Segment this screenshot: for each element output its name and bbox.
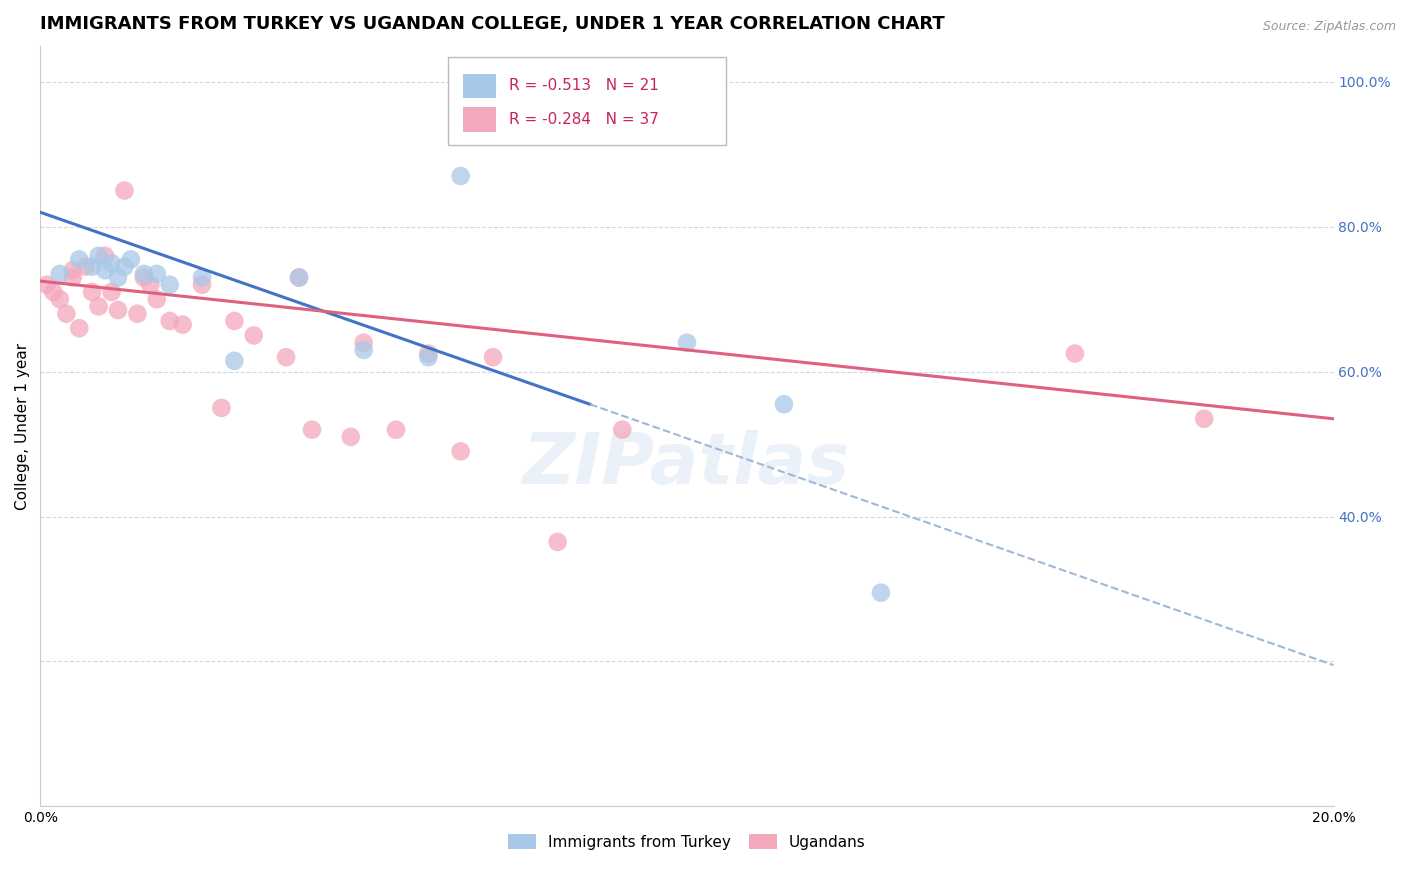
Point [301, 423, 323, 437]
Point [146, 267, 169, 281]
Point [172, 318, 194, 332]
Point [82, 260, 104, 274]
Point [547, 535, 569, 549]
Y-axis label: College, Under 1 year: College, Under 1 year [15, 343, 30, 509]
Point [35, 277, 58, 292]
Point [450, 444, 472, 458]
Point [132, 270, 155, 285]
Point [159, 314, 181, 328]
Bar [447, 57, 725, 145]
Point [82, 285, 104, 299]
Point [385, 423, 408, 437]
Point [676, 335, 699, 350]
Point [773, 397, 796, 411]
Point [612, 423, 634, 437]
Point [67, 321, 90, 335]
Point [146, 292, 169, 306]
Point [49, 267, 72, 281]
Point [274, 350, 297, 364]
Text: IMMIGRANTS FROM TURKEY VS UGANDAN COLLEGE, UNDER 1 YEAR CORRELATION CHART: IMMIGRANTS FROM TURKEY VS UGANDAN COLLEG… [41, 15, 945, 33]
Point [87, 300, 110, 314]
Point [100, 256, 122, 270]
Point [191, 277, 214, 292]
Point [242, 328, 264, 343]
Point [49, 292, 72, 306]
Point [159, 277, 181, 292]
Point [55, 307, 77, 321]
Legend: Immigrants from Turkey, Ugandans: Immigrants from Turkey, Ugandans [502, 828, 872, 855]
Point [67, 252, 90, 267]
Point [94, 249, 117, 263]
Point [339, 430, 361, 444]
Point [288, 270, 311, 285]
Point [418, 346, 440, 360]
Point [120, 252, 142, 267]
Point [1192, 411, 1215, 425]
Bar [463, 74, 495, 98]
Point [353, 335, 375, 350]
Point [450, 169, 472, 183]
Point [224, 353, 246, 368]
Text: R = -0.284   N = 37: R = -0.284 N = 37 [509, 112, 658, 127]
Point [62, 263, 84, 277]
Point [107, 303, 129, 318]
Text: Source: ZipAtlas.com: Source: ZipAtlas.com [1263, 20, 1396, 33]
Point [107, 270, 129, 285]
Point [42, 285, 65, 299]
Point [114, 184, 136, 198]
Text: R = -0.513   N = 21: R = -0.513 N = 21 [509, 78, 658, 94]
Point [62, 270, 84, 285]
Point [211, 401, 233, 415]
Point [94, 263, 117, 277]
Point [870, 585, 893, 599]
Point [288, 270, 311, 285]
Point [418, 350, 440, 364]
Point [114, 260, 136, 274]
Point [127, 307, 149, 321]
Point [87, 249, 110, 263]
Point [191, 270, 214, 285]
Point [75, 260, 97, 274]
Point [132, 267, 155, 281]
Point [100, 285, 122, 299]
Point [224, 314, 246, 328]
Point [482, 350, 505, 364]
Point [353, 343, 375, 357]
Text: ZIPatlas: ZIPatlas [523, 430, 851, 499]
Point [1064, 346, 1087, 360]
Bar [463, 107, 495, 132]
Point [139, 277, 162, 292]
